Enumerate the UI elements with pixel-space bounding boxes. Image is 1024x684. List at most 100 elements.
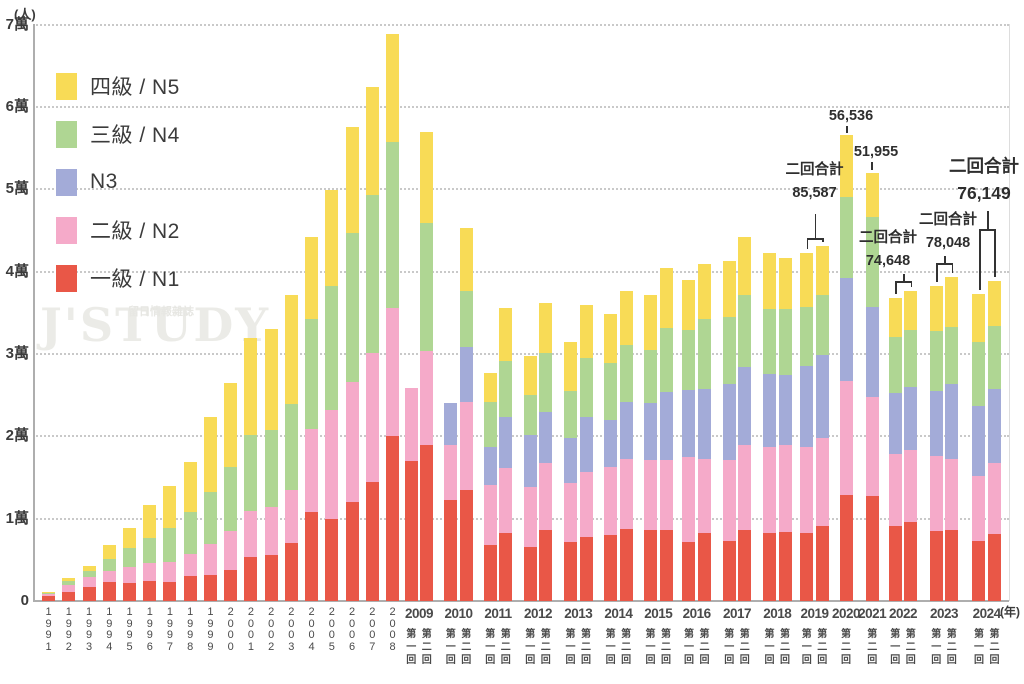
annotation-tick-2020 xyxy=(846,126,848,133)
segment-n2 xyxy=(203,544,217,575)
x-label-session-2014-1: 第 一 回 xyxy=(605,629,616,666)
segment-n4 xyxy=(224,466,238,531)
segment-n2 xyxy=(865,396,879,497)
segment-n4 xyxy=(365,194,379,354)
segment-n1 xyxy=(82,586,96,601)
segment-n5 xyxy=(82,566,96,571)
segment-n1 xyxy=(839,494,853,601)
y-tick-4: 4萬 xyxy=(5,262,29,280)
segment-n1 xyxy=(345,502,359,601)
y-tick-5: 5萬 xyxy=(5,180,29,198)
segment-n2 xyxy=(682,456,696,542)
segment-n1 xyxy=(244,557,258,601)
segment-n5 xyxy=(284,294,298,405)
segment-n5 xyxy=(987,280,1001,326)
x-label-year-2024: 2024 xyxy=(972,606,1002,621)
segment-n4 xyxy=(42,592,56,594)
legend-item-n5: 四級 / N5 xyxy=(56,72,180,100)
segment-n3 xyxy=(579,416,593,472)
x-label-session-2014-2: 第 二 回 xyxy=(621,629,632,666)
segment-n3 xyxy=(604,419,618,467)
segment-n2 xyxy=(325,409,339,520)
annotation-value-2024: 76,149 xyxy=(957,183,1011,203)
x-label-session-2009-2: 第 二 回 xyxy=(421,629,432,666)
bar-2017-第二回 xyxy=(738,237,752,601)
legend-label-n3: N3 xyxy=(90,170,118,193)
x-label-session-2016-1: 第 一 回 xyxy=(683,629,694,666)
segment-n2 xyxy=(722,460,736,541)
segment-n4 xyxy=(325,285,339,410)
segment-n1 xyxy=(102,581,116,601)
segment-n4 xyxy=(123,547,137,568)
legend-swatch-n5 xyxy=(56,72,77,100)
segment-n2 xyxy=(904,450,918,522)
segment-n4 xyxy=(579,358,593,417)
segment-n1 xyxy=(929,530,943,601)
x-label-session-2012-2: 第 二 回 xyxy=(540,629,551,666)
segment-n1 xyxy=(325,519,339,601)
segment-n2 xyxy=(123,567,137,583)
segment-n4 xyxy=(386,142,399,308)
gridline-70k xyxy=(33,23,1009,26)
segment-n2 xyxy=(659,460,673,531)
segment-n2 xyxy=(644,460,658,531)
segment-n5 xyxy=(264,329,278,430)
x-label-session-2024-1: 第 一 回 xyxy=(973,629,984,666)
segment-n1 xyxy=(659,530,673,601)
x-label-year-1995: 1 9 9 5 xyxy=(126,606,133,653)
segment-n1 xyxy=(945,530,959,601)
annotation-value-2019: 85,587 xyxy=(792,185,837,201)
segment-n3 xyxy=(619,401,633,459)
segment-n3 xyxy=(888,392,902,455)
segment-n5 xyxy=(539,302,553,354)
segment-n1 xyxy=(523,547,537,601)
legend-item-n2: 二級 / N2 xyxy=(56,216,180,244)
segment-n4 xyxy=(929,330,943,391)
y-tick-3: 3萬 xyxy=(5,345,29,362)
segment-n3 xyxy=(499,416,513,469)
segment-n4 xyxy=(604,363,618,420)
annotation-tick-2021 xyxy=(871,162,873,170)
segment-n4 xyxy=(800,306,814,367)
bar-1993 xyxy=(82,566,96,601)
x-label-year-2018: 2018 xyxy=(763,606,792,621)
legend-swatch-n1 xyxy=(56,264,77,292)
legend-swatch-n3 xyxy=(56,168,77,196)
segment-n4 xyxy=(499,361,513,417)
legend-item-n4: 三級 / N4 xyxy=(56,120,180,148)
segment-n5 xyxy=(499,307,513,362)
segment-n5 xyxy=(62,577,76,582)
x-label-session-2022-2: 第 二 回 xyxy=(905,629,916,666)
segment-n5 xyxy=(644,294,658,350)
segment-n4 xyxy=(763,308,777,374)
bar-2009-第二回 xyxy=(420,132,434,601)
x-label-session-2019-1: 第 一 回 xyxy=(801,629,812,666)
annotation-bracket-leg2-2023 xyxy=(951,263,954,274)
bar-2010-第二回 xyxy=(459,227,473,601)
segment-n4 xyxy=(972,342,986,406)
segment-n2 xyxy=(82,576,96,587)
bar-2015-第一回 xyxy=(644,294,658,601)
segment-n2 xyxy=(163,562,177,583)
segment-n2 xyxy=(224,531,238,570)
segment-n2 xyxy=(800,446,814,534)
segment-n3 xyxy=(459,346,473,402)
segment-n1 xyxy=(459,489,473,601)
bar-2014-第二回 xyxy=(619,291,633,601)
x-label-session-2022-1: 第 一 回 xyxy=(890,629,901,666)
segment-n3 xyxy=(444,403,458,445)
annotation-value-2022: 74,648 xyxy=(865,253,911,269)
segment-n2 xyxy=(579,471,593,537)
bar-1994 xyxy=(102,544,116,601)
y-tick-0: 0 xyxy=(20,592,29,609)
bar-1996 xyxy=(143,504,157,601)
segment-n3 xyxy=(763,373,777,447)
segment-n5 xyxy=(888,297,902,338)
x-label-year-2004: 2 0 0 4 xyxy=(308,606,315,653)
segment-n5 xyxy=(224,382,238,467)
segment-n4 xyxy=(564,391,578,438)
gridline-30k xyxy=(33,352,1009,355)
bar-2006 xyxy=(345,127,359,601)
segment-n4 xyxy=(305,319,319,429)
